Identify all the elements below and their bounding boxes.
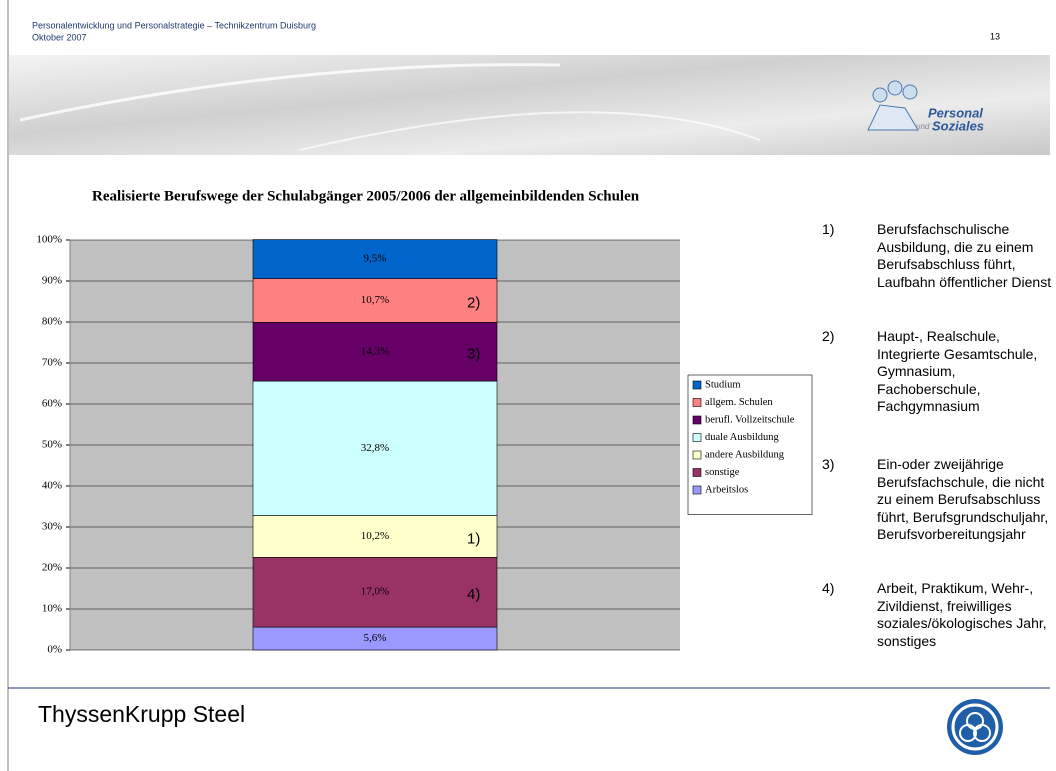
chart-title: Realisierte Berufswege der Schulabgänger… xyxy=(92,188,640,204)
data-label: 10,7% xyxy=(361,294,389,306)
data-label: 14,3% xyxy=(361,345,389,357)
legend-label: allgem. Schulen xyxy=(705,397,773,408)
note-number: 4) xyxy=(822,580,835,596)
bar-segment xyxy=(252,239,498,279)
data-label: 5,6% xyxy=(364,632,387,644)
y-tick-label: 60% xyxy=(42,398,62,410)
legend-swatch xyxy=(692,433,702,442)
legend-label: duale Ausbildung xyxy=(705,432,780,443)
y-tick-label: 0% xyxy=(47,644,62,656)
note-text: Berufsfachschulische Ausbildung, die zu … xyxy=(877,221,1052,290)
y-tick-label: 10% xyxy=(42,603,62,615)
legend-swatch xyxy=(692,380,702,390)
banner-swoosh xyxy=(299,111,761,151)
legend-swatch xyxy=(692,415,702,425)
bar-segment xyxy=(252,322,498,382)
note-number: 3) xyxy=(822,456,835,472)
header-date: Oktober 2007 xyxy=(32,32,87,42)
y-tick-label: 40% xyxy=(42,480,62,492)
legend-label: sonstige xyxy=(705,467,740,478)
footer-company: ThyssenKrupp Steel xyxy=(38,701,245,727)
page-number: 13 xyxy=(990,31,1000,41)
note-number: 2) xyxy=(822,328,835,344)
header-title: Personalentwicklung und Personalstrategi… xyxy=(32,20,316,30)
y-tick-label: 30% xyxy=(42,521,62,533)
legend-swatch xyxy=(692,398,702,407)
y-tick-label: 20% xyxy=(42,562,62,574)
legend-label: Arbeitslos xyxy=(705,484,748,495)
data-label: 17,0% xyxy=(361,586,389,598)
data-label: 9,5% xyxy=(364,253,387,265)
note-text: Arbeit, Praktikum, Wehr-, Zivildienst, f… xyxy=(877,580,1047,649)
legend-swatch xyxy=(692,468,702,477)
data-label: 10,2% xyxy=(361,530,389,542)
logo: Personal und Soziales xyxy=(867,80,984,133)
segment-note: 4) xyxy=(467,586,480,603)
legend-label: andere Ausbildung xyxy=(705,449,785,460)
legend-box xyxy=(687,374,813,515)
y-tick-label: 70% xyxy=(42,357,62,369)
note-text: Ein-oder zweijährige Berufsfachschule, d… xyxy=(877,456,1049,543)
legend-label: berufl. Vollzeitschule xyxy=(705,414,795,425)
legend-swatch xyxy=(692,485,702,495)
y-tick-label: 90% xyxy=(42,275,62,287)
y-tick-label: 100% xyxy=(36,234,62,246)
logo-text: Soziales xyxy=(932,118,984,133)
company-logo xyxy=(947,699,1003,755)
legend-swatch xyxy=(692,450,702,460)
segment-note: 3) xyxy=(467,346,480,363)
logo-text: Personal xyxy=(928,105,983,120)
legend-label: Studium xyxy=(705,379,741,390)
banner-swoosh xyxy=(19,63,561,122)
segment-note: 1) xyxy=(467,530,480,547)
note-text: Haupt-, Realschule, Integrierte Gesamtsc… xyxy=(877,328,1038,415)
bar-segment xyxy=(252,278,498,323)
bar-segment xyxy=(252,557,498,628)
y-tick-label: 80% xyxy=(42,316,62,328)
note-number: 1) xyxy=(822,221,835,237)
banner xyxy=(9,55,1050,155)
data-label: 32,8% xyxy=(361,442,389,454)
bar-segment xyxy=(252,515,498,558)
y-tick-label: 50% xyxy=(42,439,62,451)
logo-text: und xyxy=(916,122,930,131)
segment-note: 2) xyxy=(467,294,480,311)
